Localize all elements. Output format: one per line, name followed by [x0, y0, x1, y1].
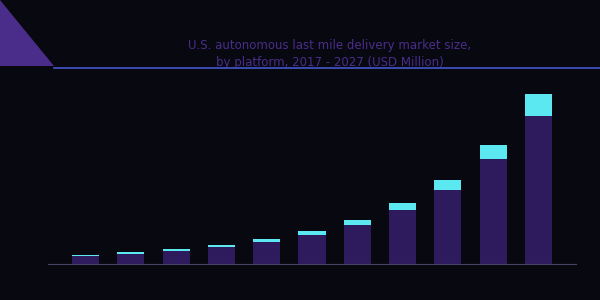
Bar [525, 94, 552, 116]
Bar [525, 116, 552, 264]
Bar [434, 190, 461, 264]
Bar [72, 255, 99, 256]
Text: U.S. autonomous last mile delivery market size,
by platform, 2017 - 2027 (USD Mi: U.S. autonomous last mile delivery marke… [188, 39, 472, 69]
Bar [208, 244, 235, 247]
Bar [163, 249, 190, 251]
Bar [298, 231, 326, 235]
Bar [117, 252, 145, 254]
Bar [253, 242, 280, 264]
Bar [434, 180, 461, 190]
Bar [344, 220, 371, 225]
Bar [479, 145, 507, 159]
Bar [163, 251, 190, 264]
Bar [344, 225, 371, 264]
Bar [117, 254, 145, 264]
Bar [389, 203, 416, 210]
Bar [479, 159, 507, 264]
Bar [208, 247, 235, 264]
Bar [72, 256, 99, 264]
Bar [298, 235, 326, 264]
Bar [389, 210, 416, 264]
Bar [253, 239, 280, 242]
